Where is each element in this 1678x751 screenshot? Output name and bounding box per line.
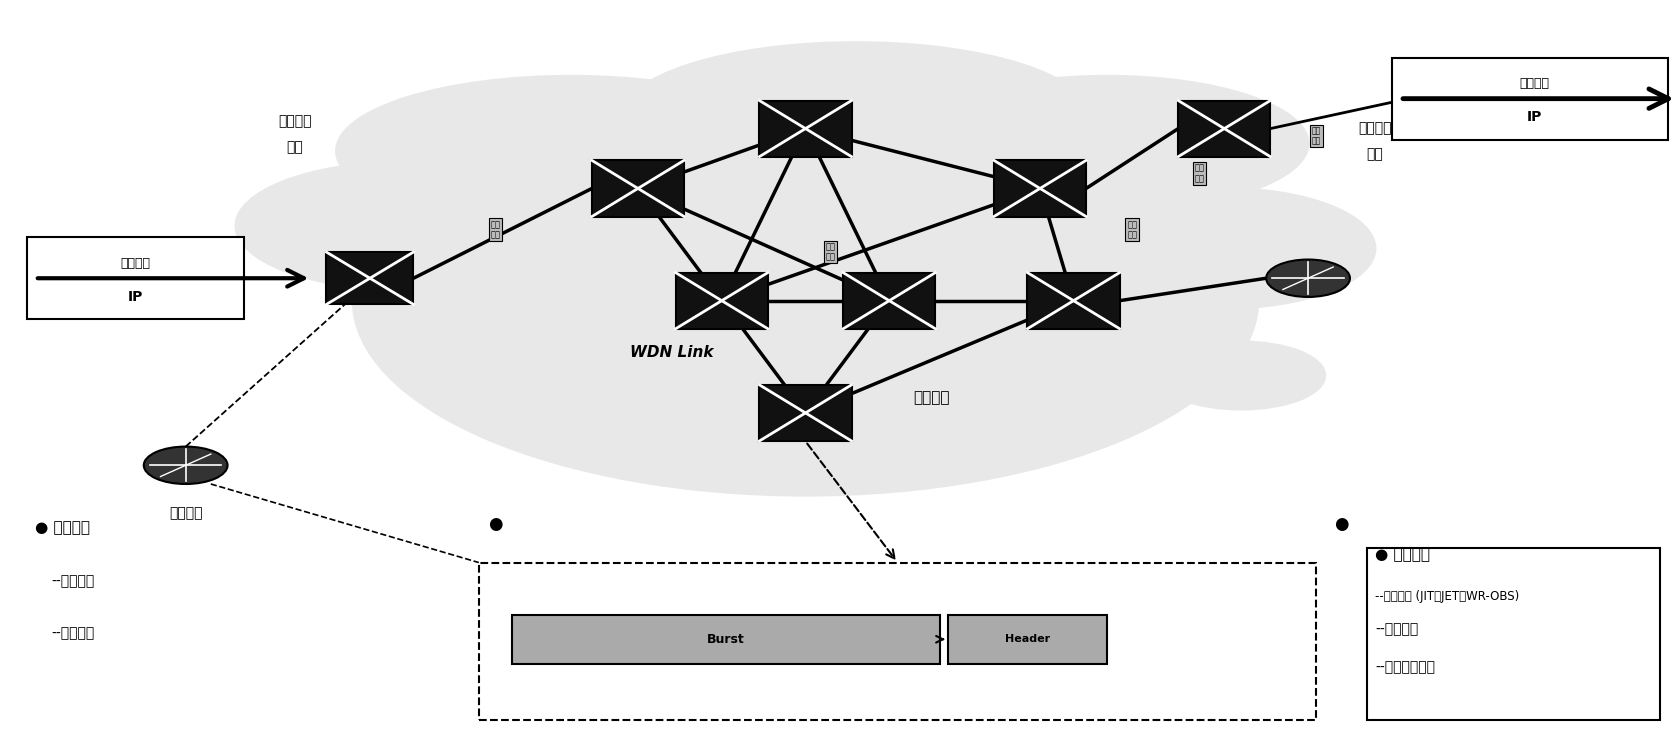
FancyBboxPatch shape [760,101,851,157]
Ellipse shape [621,43,1091,192]
Ellipse shape [1074,189,1374,308]
Text: Burst: Burst [706,592,737,602]
Text: Burst: Burst [706,633,745,646]
Ellipse shape [906,76,1309,211]
FancyBboxPatch shape [1366,547,1660,719]
Text: 出口边缘: 出口边缘 [1358,122,1391,135]
FancyBboxPatch shape [512,615,940,664]
FancyBboxPatch shape [327,252,413,304]
FancyBboxPatch shape [948,615,1107,664]
Text: 入口边缘: 入口边缘 [279,114,312,128]
FancyBboxPatch shape [842,273,935,329]
Text: 核心
节点: 核心 节点 [1195,164,1205,183]
Text: 节点: 节点 [287,140,304,154]
Text: ●: ● [488,515,503,533]
Text: --竞争解决机制: --竞争解决机制 [1374,660,1435,674]
Text: 输出汽量: 输出汽量 [1519,77,1549,90]
FancyBboxPatch shape [760,385,851,441]
Text: ● 核心节点: ● 核心节点 [1374,547,1430,562]
Ellipse shape [352,106,1258,495]
Text: 边缘节点: 边缘节点 [169,507,203,520]
Text: ● 边缘节点: ● 边缘节点 [35,520,91,535]
FancyBboxPatch shape [592,161,685,216]
Text: WDN Link: WDN Link [629,345,713,360]
Text: 核心
节点: 核心 节点 [826,243,836,262]
Text: 边缘
节点: 边缘 节点 [490,220,500,240]
Ellipse shape [237,162,571,289]
Text: IP: IP [1527,110,1542,125]
Text: Header: Header [1005,635,1050,644]
Text: 核心
节点: 核心 节点 [1128,220,1138,240]
Text: 出口
边缘: 出口 边缘 [1312,126,1321,146]
Text: 节点: 节点 [1366,147,1383,161]
Text: --调度算法: --调度算法 [1374,623,1418,637]
Text: --信令处理 (JIT、JET、WR-OBS): --信令处理 (JIT、JET、WR-OBS) [1374,590,1519,603]
Circle shape [1267,260,1349,297]
FancyBboxPatch shape [1391,58,1668,140]
FancyBboxPatch shape [993,161,1086,216]
FancyBboxPatch shape [478,562,1317,719]
Text: ●: ● [1334,515,1349,533]
Text: --突发汇聚: --突发汇聚 [52,574,96,588]
Circle shape [144,447,228,484]
Text: 核心节点: 核心节点 [913,390,950,405]
FancyBboxPatch shape [676,273,769,329]
Ellipse shape [1158,342,1326,409]
FancyBboxPatch shape [1178,101,1270,157]
Ellipse shape [336,76,805,226]
Text: Head: Head [1008,592,1039,602]
Text: IP: IP [128,290,143,304]
FancyBboxPatch shape [1027,273,1119,329]
Text: 输入汽量: 输入汽量 [121,257,151,270]
Text: --路由处理: --路由处理 [52,626,96,641]
FancyBboxPatch shape [27,237,245,319]
Text: Offset time: Offset time [844,687,950,705]
